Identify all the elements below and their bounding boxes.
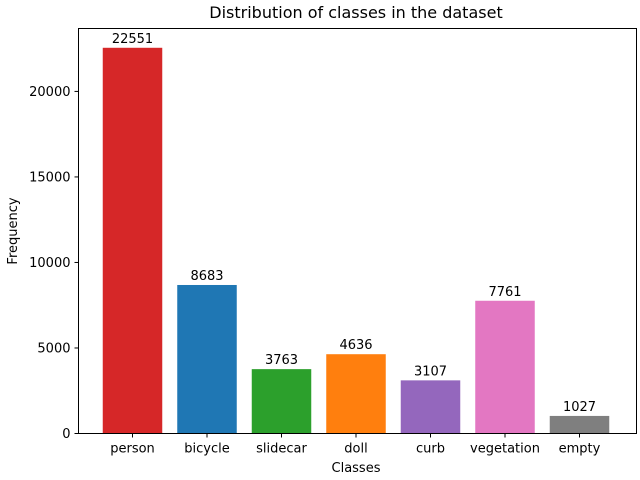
chart-title: Distribution of classes in the dataset — [209, 3, 502, 22]
bars-layer — [102, 47, 610, 434]
y-tick-label-5000: 5000 — [37, 341, 70, 356]
y-axis: 0 5000 10000 15000 20000 — [29, 85, 79, 442]
data-label-bicycle: 8683 — [190, 269, 223, 284]
y-tick-label-20000: 20000 — [29, 85, 70, 100]
bar-bicycle — [177, 284, 237, 434]
bar-vegetation — [475, 300, 535, 434]
x-tick-label-doll: doll — [344, 442, 367, 457]
y-tick-label-15000: 15000 — [29, 170, 70, 185]
bar-person — [102, 47, 163, 434]
data-label-doll: 4636 — [339, 338, 372, 353]
data-label-slidecar: 3763 — [265, 353, 298, 368]
data-label-vegetation: 7761 — [488, 285, 521, 300]
plot-frame — [78, 28, 637, 434]
bar-curb — [400, 380, 461, 434]
x-tick-label-vegetation: vegetation — [470, 442, 540, 457]
data-label-curb: 3107 — [414, 364, 447, 379]
data-label-empty: 1027 — [563, 400, 596, 415]
data-labels-layer: 22551 8683 3763 4636 3107 7761 1027 — [112, 32, 596, 415]
x-tick-label-curb: curb — [416, 442, 445, 457]
bar-slidecar — [251, 369, 312, 434]
x-tick-label-person: person — [110, 442, 155, 457]
x-tick-label-empty: empty — [559, 442, 601, 457]
y-axis-title: Frequency — [6, 197, 21, 264]
x-tick-label-slidecar: slidecar — [256, 442, 307, 457]
bar-doll — [326, 354, 386, 434]
x-tick-label-bicycle: bicycle — [184, 442, 229, 457]
data-label-person: 22551 — [112, 32, 153, 47]
x-axis: person bicycle slidecar doll curb vegetation e… — [110, 433, 601, 457]
bar-empty — [549, 415, 610, 434]
x-axis-title: Classes — [332, 461, 381, 476]
y-tick-label-0: 0 — [62, 427, 70, 442]
y-tick-label-10000: 10000 — [29, 256, 70, 271]
